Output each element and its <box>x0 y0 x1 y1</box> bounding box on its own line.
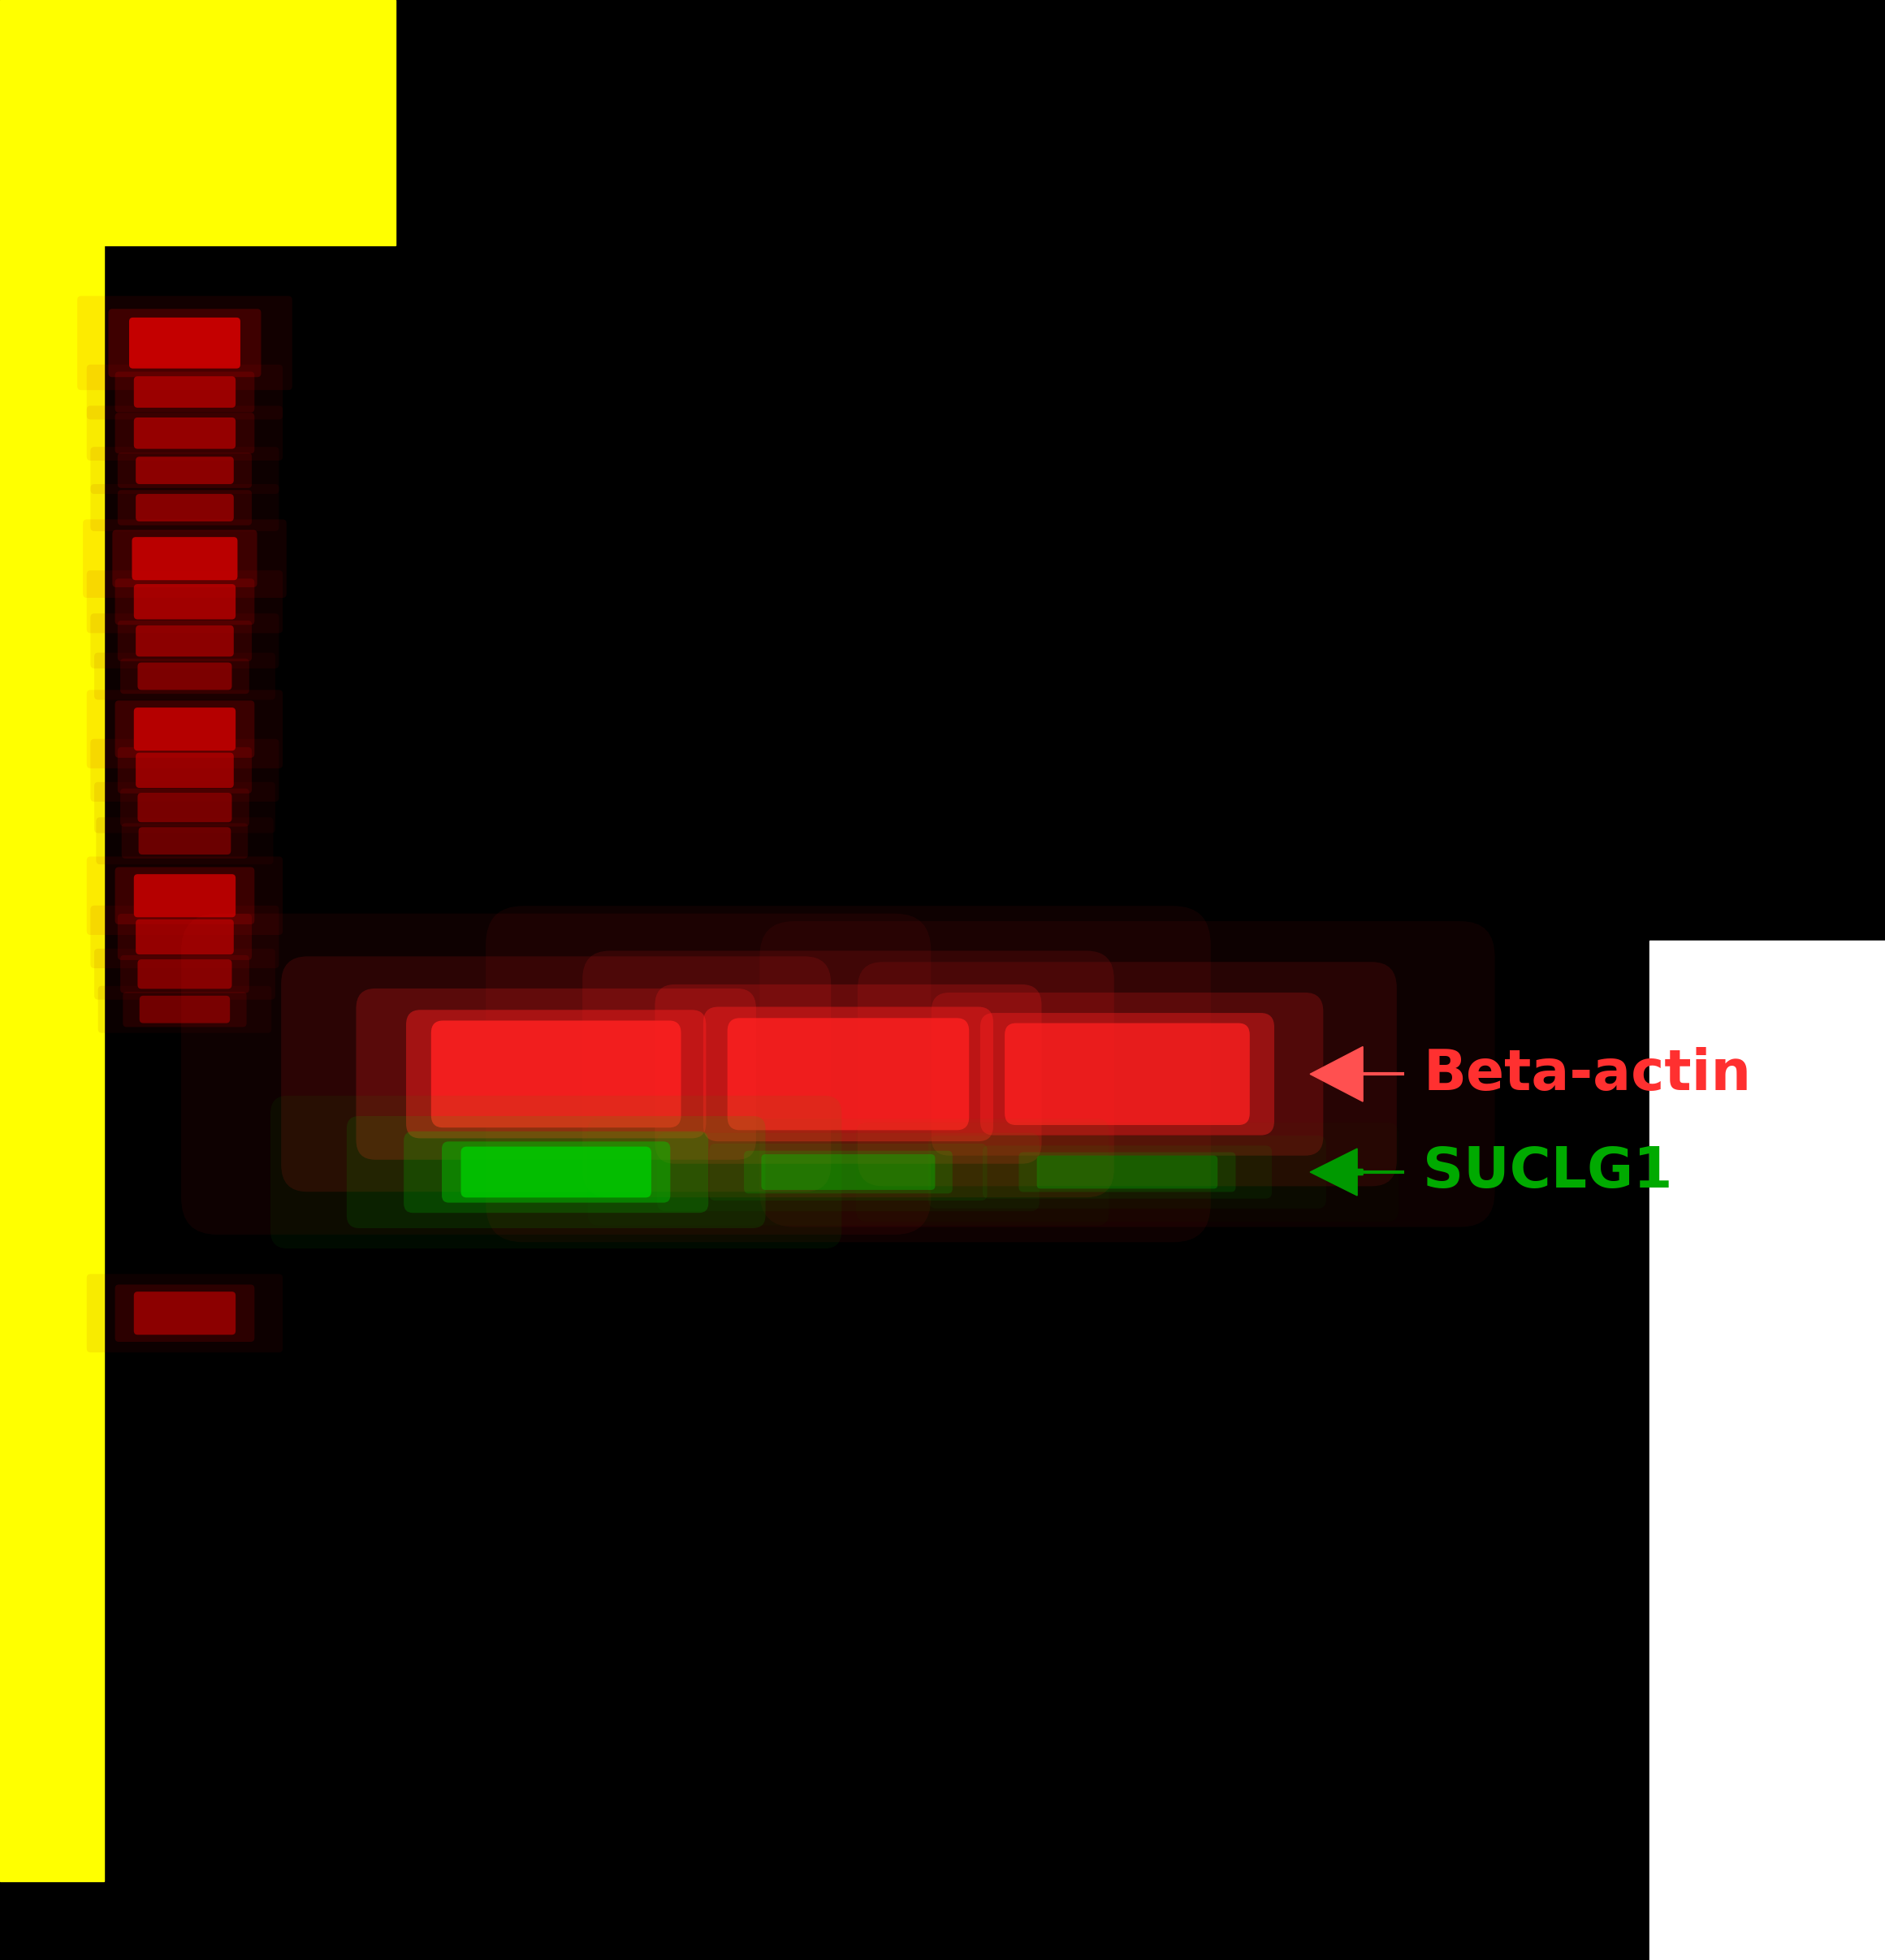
FancyBboxPatch shape <box>115 414 254 453</box>
FancyBboxPatch shape <box>1018 1152 1237 1192</box>
FancyBboxPatch shape <box>432 1021 680 1127</box>
FancyBboxPatch shape <box>139 996 230 1023</box>
FancyBboxPatch shape <box>117 747 253 794</box>
FancyBboxPatch shape <box>94 782 275 833</box>
FancyBboxPatch shape <box>270 1096 843 1249</box>
FancyArrow shape <box>1310 1149 1363 1196</box>
FancyBboxPatch shape <box>117 621 253 661</box>
FancyBboxPatch shape <box>709 1143 988 1201</box>
FancyBboxPatch shape <box>931 992 1323 1156</box>
FancyBboxPatch shape <box>115 1284 254 1343</box>
FancyBboxPatch shape <box>405 1009 707 1139</box>
FancyBboxPatch shape <box>139 827 232 855</box>
FancyBboxPatch shape <box>347 1115 765 1229</box>
FancyBboxPatch shape <box>121 955 249 994</box>
FancyBboxPatch shape <box>123 992 247 1027</box>
FancyBboxPatch shape <box>136 753 234 788</box>
FancyBboxPatch shape <box>982 1145 1272 1200</box>
FancyBboxPatch shape <box>90 739 279 802</box>
FancyBboxPatch shape <box>132 537 238 580</box>
FancyBboxPatch shape <box>134 874 236 917</box>
FancyBboxPatch shape <box>760 921 1495 1227</box>
FancyBboxPatch shape <box>113 529 256 588</box>
FancyBboxPatch shape <box>441 1141 671 1203</box>
FancyBboxPatch shape <box>90 906 279 968</box>
FancyBboxPatch shape <box>121 823 249 858</box>
FancyBboxPatch shape <box>87 857 283 935</box>
FancyBboxPatch shape <box>762 1154 935 1190</box>
Text: SUCLG1: SUCLG1 <box>1423 1145 1672 1200</box>
FancyBboxPatch shape <box>134 417 236 449</box>
FancyArrow shape <box>1310 1047 1363 1102</box>
FancyBboxPatch shape <box>136 919 234 955</box>
FancyBboxPatch shape <box>94 653 275 700</box>
FancyBboxPatch shape <box>134 708 236 751</box>
FancyBboxPatch shape <box>115 372 254 412</box>
FancyBboxPatch shape <box>134 584 236 619</box>
FancyBboxPatch shape <box>115 578 254 625</box>
FancyBboxPatch shape <box>138 662 232 690</box>
FancyBboxPatch shape <box>115 700 254 759</box>
FancyBboxPatch shape <box>486 906 1210 1243</box>
FancyBboxPatch shape <box>654 984 1042 1164</box>
FancyBboxPatch shape <box>87 690 283 768</box>
FancyBboxPatch shape <box>90 447 279 494</box>
FancyBboxPatch shape <box>134 376 236 408</box>
FancyBboxPatch shape <box>136 625 234 657</box>
FancyBboxPatch shape <box>1005 1023 1250 1125</box>
FancyBboxPatch shape <box>117 453 253 488</box>
FancyBboxPatch shape <box>98 986 271 1033</box>
FancyBboxPatch shape <box>136 457 234 484</box>
FancyBboxPatch shape <box>87 1274 283 1352</box>
FancyBboxPatch shape <box>109 310 260 376</box>
FancyBboxPatch shape <box>703 1007 993 1141</box>
FancyBboxPatch shape <box>90 613 279 668</box>
FancyBboxPatch shape <box>117 913 253 960</box>
FancyBboxPatch shape <box>117 490 253 525</box>
Bar <box>0 176 104 1882</box>
FancyBboxPatch shape <box>121 788 249 827</box>
FancyBboxPatch shape <box>115 866 254 925</box>
FancyBboxPatch shape <box>90 484 279 531</box>
FancyBboxPatch shape <box>138 792 232 823</box>
FancyBboxPatch shape <box>1037 1156 1218 1188</box>
FancyBboxPatch shape <box>94 949 275 1000</box>
FancyBboxPatch shape <box>128 318 241 368</box>
FancyBboxPatch shape <box>980 1013 1274 1135</box>
FancyBboxPatch shape <box>96 817 273 864</box>
FancyBboxPatch shape <box>403 1131 709 1213</box>
FancyBboxPatch shape <box>83 519 287 598</box>
FancyBboxPatch shape <box>134 1292 236 1335</box>
FancyBboxPatch shape <box>728 1017 969 1131</box>
FancyBboxPatch shape <box>356 988 756 1160</box>
FancyBboxPatch shape <box>858 962 1397 1186</box>
FancyBboxPatch shape <box>138 960 232 990</box>
FancyBboxPatch shape <box>136 494 234 521</box>
Bar <box>0 0 396 245</box>
Bar <box>1649 941 1885 1960</box>
FancyBboxPatch shape <box>460 1147 652 1198</box>
FancyBboxPatch shape <box>181 913 931 1235</box>
FancyBboxPatch shape <box>87 570 283 633</box>
FancyBboxPatch shape <box>77 296 292 390</box>
Text: Beta-actin: Beta-actin <box>1423 1047 1751 1102</box>
FancyBboxPatch shape <box>87 365 283 419</box>
FancyBboxPatch shape <box>121 659 249 694</box>
FancyBboxPatch shape <box>582 951 1114 1198</box>
FancyBboxPatch shape <box>745 1151 952 1194</box>
FancyBboxPatch shape <box>281 956 831 1192</box>
FancyBboxPatch shape <box>87 406 283 461</box>
